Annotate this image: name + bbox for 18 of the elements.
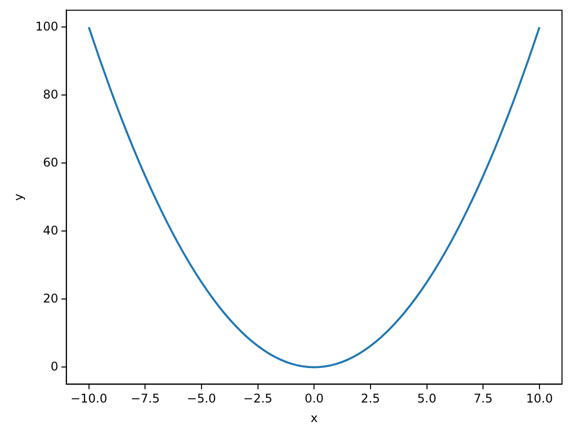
- x-tick-label: 10.0: [526, 392, 553, 406]
- y-tick-label: 80: [43, 87, 58, 102]
- x-tick-label: −10.0: [70, 392, 108, 406]
- x-tick-label: −2.5: [243, 392, 272, 406]
- y-tick-label: 20: [43, 291, 58, 306]
- x-tick-label: −7.5: [130, 392, 160, 406]
- y-tick-label: 0: [50, 359, 58, 374]
- x-tick-label: 0.0: [304, 392, 324, 406]
- x-axis-title: x: [310, 410, 318, 425]
- y-tick-label: 60: [43, 155, 58, 170]
- y-tick-label: 40: [43, 223, 58, 238]
- x-tick-label: −5.0: [186, 392, 216, 406]
- line-series: [88, 26, 540, 368]
- x-tick-label: 2.5: [360, 392, 380, 406]
- x-tick-label: 5.0: [417, 392, 436, 406]
- y-tick-label: 100: [35, 19, 58, 34]
- x-tick-label: 7.5: [474, 392, 493, 406]
- y-axis-title: y: [11, 194, 26, 201]
